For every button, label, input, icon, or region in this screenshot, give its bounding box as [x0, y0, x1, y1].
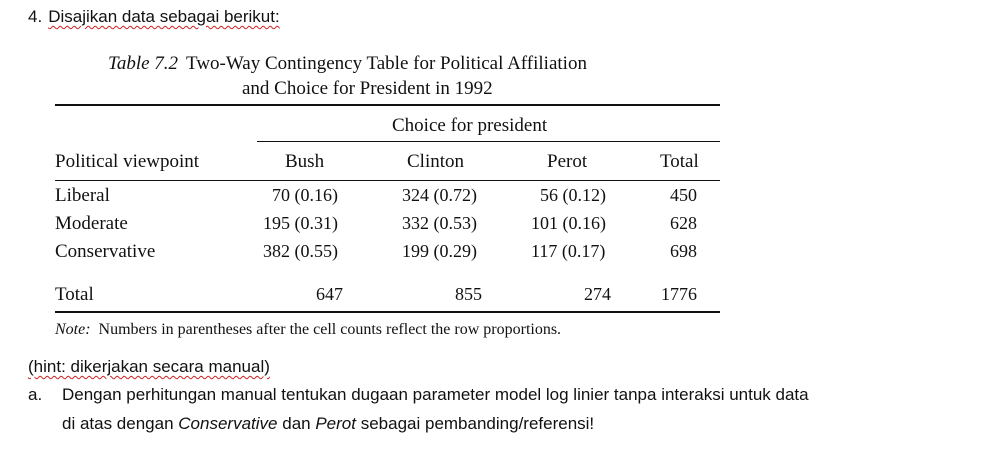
table-note-label: Note:: [55, 321, 91, 338]
task-line2-prefix: di atas dengan: [62, 414, 174, 433]
question-heading: 4. Disajikan data sebagai berikut:: [28, 7, 280, 27]
cell-total-perot: 274: [584, 284, 611, 304]
table-note: Note: Numbers in parentheses after the ce…: [55, 321, 561, 339]
cell-moderate-bush: 195 (0.31): [263, 213, 338, 233]
table-caption-text: Two-Way Contingency Table for Political …: [186, 53, 587, 74]
header-rule: [55, 180, 720, 181]
cell-total-total: 1776: [661, 284, 697, 304]
task-line2-italic2: Perot: [315, 414, 356, 433]
task-line2-italic1: Conservative: [178, 414, 278, 433]
task-line2-mid: dan: [282, 414, 311, 433]
row-label-moderate: Moderate: [55, 213, 128, 234]
cell-liberal-perot: 56 (0.12): [540, 185, 606, 205]
task-letter: a.: [28, 385, 43, 404]
cell-conservative-total: 698: [670, 241, 697, 261]
cell-total-clinton: 855: [455, 284, 482, 304]
col-header-total: Total: [660, 151, 699, 172]
cell-moderate-perot: 101 (0.16): [531, 213, 606, 233]
row-label-total: Total: [55, 284, 94, 305]
question-number: 4.: [28, 7, 43, 26]
task-line2-suffix: sebagai pembanding/referensi!: [360, 414, 595, 433]
task-line1: Dengan perhitungan manual tentukan dugaa…: [62, 385, 809, 404]
table-note-text: Numbers in parentheses after the cell co…: [98, 321, 562, 338]
cell-liberal-total: 450: [670, 185, 697, 205]
row-label-conservative: Conservative: [55, 241, 156, 262]
hint-text: (hint: dikerjakan secara manual): [28, 357, 270, 377]
table-caption-line2: and Choice for President in 1992: [242, 78, 493, 99]
cell-conservative-clinton: 199 (0.29): [402, 241, 477, 261]
hint-content: (hint: dikerjakan secara manual): [28, 357, 270, 376]
col-header-bush: Bush: [285, 151, 325, 172]
table-bottom-rule: [55, 311, 720, 313]
col-header-viewpoint: Political viewpoint: [55, 151, 200, 172]
column-spanner: Choice for president: [392, 115, 548, 136]
cell-total-bush: 647: [316, 284, 343, 304]
col-header-clinton: Clinton: [407, 151, 465, 172]
row-label-liberal: Liberal: [55, 185, 110, 206]
cell-liberal-clinton: 324 (0.72): [402, 185, 477, 205]
cell-moderate-total: 628: [670, 213, 697, 233]
task-line2: di atas dengan Conservative dan Perot se…: [62, 414, 594, 434]
spanner-rule: [257, 141, 720, 142]
cell-liberal-bush: 70 (0.16): [272, 185, 338, 205]
table-caption-line1: Table 7.2 Two-Way Contingency Table for P…: [108, 53, 587, 75]
question-intro: Disajikan data sebagai berikut:: [48, 7, 280, 26]
table-top-rule: [55, 104, 720, 106]
cell-conservative-bush: 382 (0.55): [263, 241, 338, 261]
cell-moderate-clinton: 332 (0.53): [402, 213, 477, 233]
cell-conservative-perot: 117 (0.17): [531, 241, 606, 261]
table-caption-label: Table 7.2: [108, 53, 179, 74]
col-header-perot: Perot: [547, 151, 588, 172]
